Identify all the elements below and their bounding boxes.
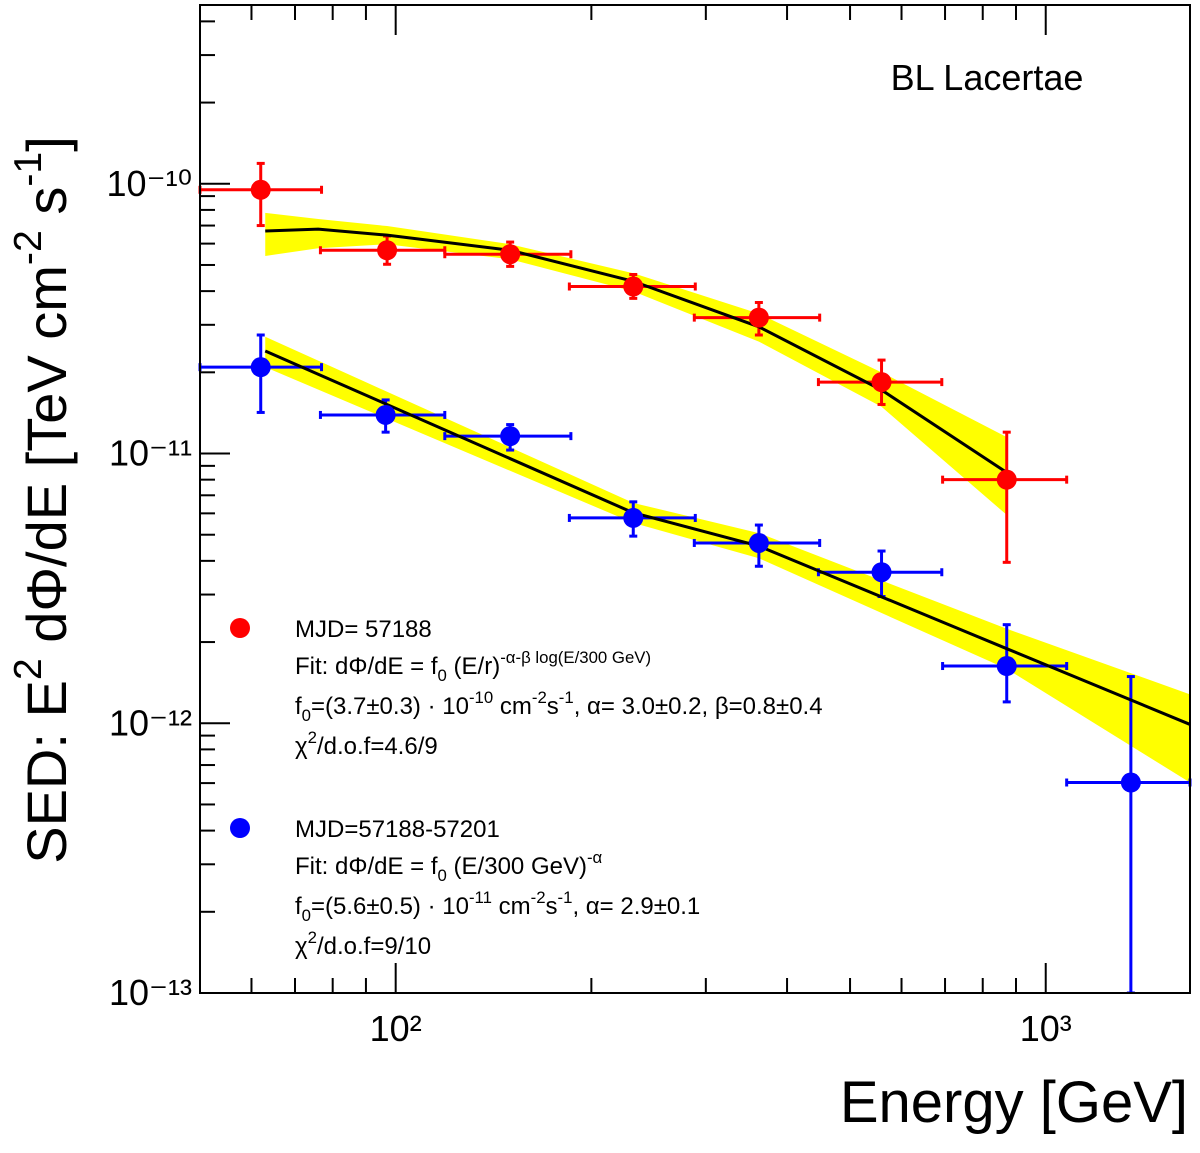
text-segment: 2: [7, 658, 50, 680]
data-point: [748, 307, 769, 328]
x-axis-title: Energy [GeV]: [840, 1070, 1188, 1135]
text-segment: SED: E: [15, 680, 78, 864]
data-point: [1120, 772, 1141, 793]
data-point: [871, 372, 892, 393]
text-segment: 2: [308, 928, 317, 947]
legend-note: Fit: dΦ/dE = f0 (E/r)-α-β log(E/300 GeV): [295, 648, 651, 685]
text-segment: f: [295, 693, 302, 720]
data-point: [500, 244, 521, 265]
y-tick-label: 10⁻¹⁰: [107, 163, 192, 204]
y-axis-title: SED: E2 dΦ/dE [TeV cm-2 s-1]: [7, 136, 78, 864]
text-segment: , α= 3.0±0.2, β=0.8±0.4: [574, 693, 823, 720]
text-segment: -2: [531, 888, 546, 907]
legend-note: χ2/d.o.f=4.6/9: [295, 728, 438, 760]
x-tick-label: 10²: [370, 1008, 422, 1049]
fit-band: [265, 336, 1190, 783]
data-point: [996, 469, 1017, 490]
text-segment: 0: [302, 906, 311, 925]
text-segment: f: [295, 893, 302, 920]
text-segment: -1: [7, 152, 50, 187]
text-segment: s: [15, 187, 78, 231]
text-segment: s: [547, 693, 559, 720]
y-tick-label: 10⁻¹²: [109, 702, 192, 743]
text-segment: 2: [308, 728, 317, 747]
text-segment: χ: [295, 933, 308, 960]
text-segment: s: [546, 893, 558, 920]
fit-band: [265, 212, 1007, 515]
frame: [199, 4, 1191, 994]
text-segment: 0: [438, 866, 447, 885]
text-segment: Fit: dΦ/dE = f: [295, 653, 438, 680]
legend-note: Fit: dΦ/dE = f0 (E/300 GeV)-α: [295, 848, 603, 885]
legend-marker: [230, 618, 250, 638]
legend-label: MJD= 57188: [295, 616, 432, 643]
text-segment: cm: [492, 893, 531, 920]
data-point: [250, 179, 271, 200]
text-segment: -α: [587, 848, 603, 867]
text-segment: (E/r): [447, 653, 500, 680]
text-segment: ]: [15, 136, 78, 152]
text-segment: =(3.7±0.3) · 10: [311, 693, 469, 720]
y-tick-label: 10⁻¹³: [109, 972, 192, 1013]
legend-note: χ2/d.o.f=9/10: [295, 928, 431, 960]
text-segment: Fit: dΦ/dE = f: [295, 853, 438, 880]
text-segment: dΦ/dE [TeV cm: [15, 265, 78, 658]
text-segment: (E/300 GeV): [447, 853, 587, 880]
x-tick-label: 10³: [1020, 1008, 1072, 1049]
text-segment: -α-β log(E/300 GeV): [500, 648, 651, 667]
data-point: [996, 656, 1017, 677]
text-segment: -10: [469, 688, 493, 707]
annotation: BL Lacertae: [891, 57, 1084, 98]
text-segment: -1: [558, 888, 573, 907]
legend-note: f0=(5.6±0.5) · 10-11 cm-2s-1, α= 2.9±0.1: [295, 888, 700, 925]
text-segment: 0: [438, 666, 447, 685]
data-point: [748, 532, 769, 553]
legend-note: f0=(3.7±0.3) · 10-10 cm-2s-1, α= 3.0±0.2…: [295, 688, 823, 725]
data-point: [871, 562, 892, 583]
text-segment: =(5.6±0.5) · 10: [311, 893, 469, 920]
text-segment: /d.o.f=4.6/9: [317, 733, 438, 760]
text-segment: -11: [469, 888, 492, 907]
text-segment: -2: [7, 230, 50, 265]
text-segment: /d.o.f=9/10: [317, 933, 431, 960]
data-point: [623, 507, 644, 528]
data-point: [250, 357, 271, 378]
text-segment: χ: [295, 733, 308, 760]
data-point: [623, 276, 644, 297]
fit-line: [265, 227, 1008, 474]
text-segment: -2: [532, 688, 547, 707]
data-point: [377, 240, 398, 261]
legend-marker: [230, 818, 250, 838]
text-segment: 0: [302, 706, 311, 725]
text-segment: , α= 2.9±0.1: [572, 893, 700, 920]
legend-label: MJD=57188-57201: [295, 816, 500, 843]
data-point: [375, 404, 396, 425]
text-segment: cm: [493, 693, 532, 720]
data-point: [500, 426, 521, 447]
text-segment: -1: [559, 688, 574, 707]
y-tick-label: 10⁻¹¹: [109, 433, 192, 474]
